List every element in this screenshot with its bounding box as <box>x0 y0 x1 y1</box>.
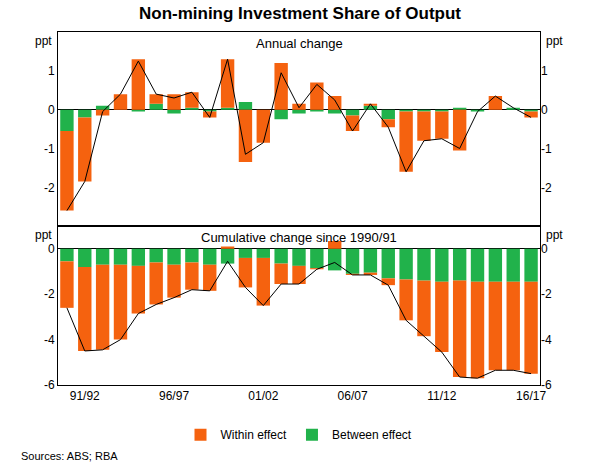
svg-text:01/02: 01/02 <box>248 389 278 403</box>
svg-text:0: 0 <box>48 242 55 256</box>
svg-text:Annual change: Annual change <box>256 36 343 51</box>
svg-text:Non-mining Investment Share of: Non-mining Investment Share of Output <box>139 4 461 23</box>
svg-text:ppt: ppt <box>546 228 563 242</box>
svg-text:91/92: 91/92 <box>70 389 100 403</box>
svg-text:-2: -2 <box>541 287 552 301</box>
svg-text:1: 1 <box>48 64 55 78</box>
svg-text:11/12: 11/12 <box>427 389 456 403</box>
svg-text:-2: -2 <box>44 287 55 301</box>
svg-text:96/97: 96/97 <box>159 389 189 403</box>
svg-text:16/17: 16/17 <box>516 389 546 403</box>
svg-text:-1: -1 <box>541 142 552 156</box>
svg-text:ppt: ppt <box>35 34 52 48</box>
svg-text:-4: -4 <box>44 333 55 347</box>
svg-text:-2: -2 <box>541 181 552 195</box>
svg-text:-4: -4 <box>541 333 552 347</box>
svg-text:1: 1 <box>541 64 548 78</box>
svg-text:-2: -2 <box>44 181 55 195</box>
svg-text:Sources: ABS; RBA: Sources: ABS; RBA <box>21 450 118 462</box>
svg-text:0: 0 <box>48 103 55 117</box>
svg-text:ppt: ppt <box>546 34 563 48</box>
svg-text:ppt: ppt <box>35 228 52 242</box>
svg-text:Cumulative change since 1990/9: Cumulative change since 1990/91 <box>201 230 397 245</box>
svg-text:06/07: 06/07 <box>338 389 368 403</box>
svg-text:-6: -6 <box>541 378 552 392</box>
svg-text:Between effect: Between effect <box>332 428 412 442</box>
svg-text:0: 0 <box>541 242 548 256</box>
svg-text:-1: -1 <box>44 142 55 156</box>
svg-text:Within effect: Within effect <box>221 428 287 442</box>
svg-text:-6: -6 <box>44 378 55 392</box>
svg-text:0: 0 <box>541 103 548 117</box>
